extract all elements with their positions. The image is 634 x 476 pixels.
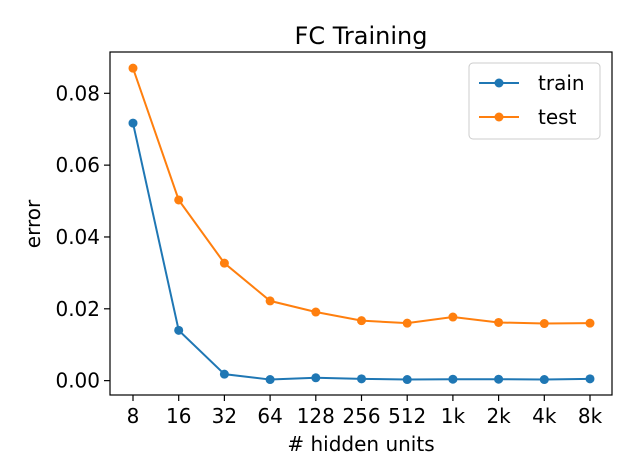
data-point-test	[494, 317, 504, 327]
series-line-train	[132, 122, 591, 381]
x-tick-label: 4k	[532, 404, 557, 428]
legend-label-train: train	[538, 71, 585, 95]
legend-marker-test	[494, 112, 504, 122]
x-tick-label: 256	[342, 404, 380, 428]
data-point-train	[311, 373, 321, 383]
x-tick-label: 32	[212, 404, 237, 428]
data-point-train	[494, 374, 504, 384]
data-point-train	[357, 374, 366, 384]
legend-marker-train	[494, 78, 504, 88]
data-point-train	[174, 325, 184, 335]
data-point-train	[402, 375, 412, 385]
legend: train test	[468, 62, 601, 140]
data-point-test	[128, 63, 138, 73]
x-axis: 8 16 32 64 128 256 512 1k 2k 4k 8k	[127, 395, 603, 428]
data-point-test	[311, 307, 321, 317]
series-test	[128, 63, 595, 329]
y-tick-label: 0.08	[55, 81, 100, 105]
x-tick-label: 128	[297, 404, 335, 428]
data-point-train	[265, 375, 275, 385]
data-point-test	[265, 296, 275, 306]
data-point-test	[357, 316, 366, 326]
data-point-train	[448, 374, 458, 384]
chart-title: FC Training	[295, 22, 428, 50]
data-point-test	[402, 318, 412, 328]
y-tick-label: 0.02	[55, 297, 100, 321]
data-point-train	[219, 369, 229, 379]
data-point-test	[448, 312, 458, 322]
x-tick-label: 512	[388, 404, 426, 428]
y-tick-label: 0.04	[55, 225, 100, 249]
y-axis-title: error	[21, 199, 45, 248]
y-tick-label: 0.06	[55, 153, 100, 177]
x-tick-label: 2k	[486, 404, 511, 428]
series-layer	[128, 63, 595, 385]
x-tick-label: 8k	[578, 404, 603, 428]
data-point-test	[174, 195, 184, 205]
x-tick-label: 64	[257, 404, 282, 428]
x-axis-title: # hidden units	[287, 432, 434, 456]
data-point-train	[539, 375, 549, 385]
x-tick-label: 16	[166, 404, 191, 428]
data-point-train	[128, 118, 138, 128]
data-point-test	[539, 319, 549, 329]
data-point-test	[219, 258, 229, 268]
x-tick-label: 8	[127, 404, 140, 428]
x-tick-label: 1k	[441, 404, 466, 428]
y-tick-label: 0.00	[55, 369, 100, 393]
legend-label-test: test	[538, 105, 577, 129]
series-train	[128, 118, 595, 385]
data-point-test	[585, 318, 595, 328]
data-point-train	[585, 374, 595, 384]
y-axis: 0.00 0.02 0.04 0.06 0.08	[55, 81, 110, 393]
